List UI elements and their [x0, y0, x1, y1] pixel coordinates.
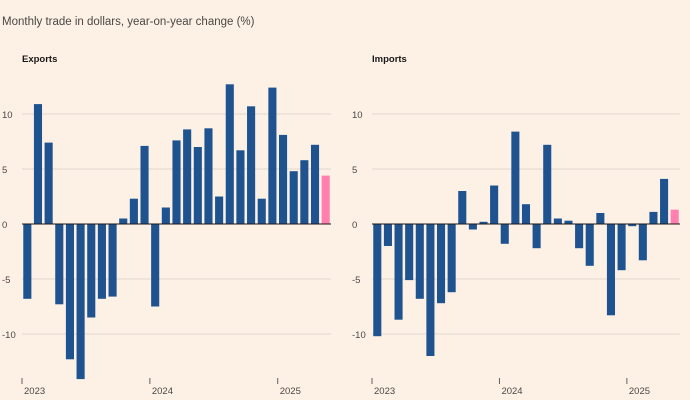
imports-bar-14	[521, 204, 531, 224]
exports-bar-18	[215, 196, 224, 224]
imports-y-tick-label: -10	[352, 330, 366, 341]
exports-bar-24	[279, 134, 288, 224]
exports-bar-27	[310, 144, 320, 224]
imports-bar-15	[532, 224, 541, 249]
exports-bar-3	[55, 224, 64, 305]
exports-x-tick-label: 2023	[24, 386, 45, 397]
imports-y-tick-label: -5	[352, 275, 360, 286]
exports-bar-9	[119, 218, 128, 224]
exports-bar-8	[108, 224, 117, 297]
imports-bar-12	[500, 224, 509, 244]
exports-bar-12	[151, 224, 160, 307]
imports-bar-24	[628, 224, 637, 227]
exports-panel: Exports 10 5 0 -5 -10 2023 2024 2025	[2, 54, 331, 397]
exports-y-tick-label: 0	[2, 220, 7, 231]
imports-y-tick-label: 5	[352, 165, 357, 176]
imports-bar-19	[575, 224, 584, 249]
imports-bar-20	[585, 224, 594, 266]
exports-bar-21	[247, 106, 256, 224]
imports-bar-21	[596, 213, 605, 224]
exports-bar-22	[257, 198, 266, 224]
exports-bar-23	[268, 87, 277, 224]
imports-bar-25	[638, 224, 647, 261]
imports-bar-8	[458, 191, 467, 224]
exports-bar-2	[44, 142, 53, 224]
exports-bar-28	[321, 175, 330, 224]
imports-x-tick-label: 2025	[629, 386, 650, 397]
exports-bar-20	[236, 150, 245, 224]
imports-bar-0	[373, 224, 382, 337]
imports-y-tick-label: 0	[352, 220, 357, 231]
exports-bar-16	[193, 147, 202, 224]
exports-y-tick-label: -5	[2, 275, 10, 286]
exports-bar-10	[129, 198, 138, 224]
exports-x-tick-label: 2024	[152, 386, 173, 397]
exports-bar-11	[140, 145, 149, 224]
exports-bar-17	[204, 128, 213, 224]
exports-bar-1	[33, 104, 43, 224]
imports-bar-9	[468, 224, 477, 230]
imports-bar-22	[606, 224, 615, 316]
imports-bar-23	[617, 224, 626, 271]
imports-bar-28	[670, 209, 679, 224]
imports-bar-18	[564, 220, 573, 224]
exports-bar-0	[23, 224, 32, 299]
imports-bar-10	[479, 221, 488, 224]
exports-x-tick-label: 2025	[280, 386, 301, 397]
imports-y-tick-label: 10	[352, 110, 363, 121]
imports-bar-3	[405, 224, 414, 281]
exports-y-tick-label: -10	[2, 330, 16, 341]
exports-bar-19	[225, 84, 234, 224]
imports-title: Imports	[372, 54, 407, 65]
imports-bar-11	[490, 185, 499, 224]
exports-bar-13	[161, 207, 170, 224]
imports-bar-17	[553, 218, 562, 224]
imports-x-tick-label: 2024	[501, 386, 522, 397]
exports-bar-15	[183, 129, 192, 224]
exports-bar-14	[172, 140, 181, 224]
exports-y-tick-label: 5	[2, 165, 7, 176]
exports-title: Exports	[22, 54, 57, 65]
chart-subtitle: Monthly trade in dollars, year-on-year c…	[2, 16, 255, 28]
imports-bar-4	[415, 224, 424, 299]
exports-y-tick-label: 10	[2, 110, 13, 121]
exports-bar-25	[289, 171, 298, 224]
exports-bar-26	[300, 160, 309, 224]
exports-bar-6	[87, 224, 96, 318]
imports-bar-5	[426, 224, 435, 356]
imports-bar-16	[543, 144, 552, 224]
imports-bar-6	[437, 224, 446, 304]
exports-bar-5	[76, 224, 85, 380]
imports-x-tick-label: 2023	[374, 386, 395, 397]
imports-bar-13	[511, 131, 520, 224]
imports-bar-2	[394, 224, 403, 320]
imports-bar-7	[447, 224, 456, 293]
imports-panel: Imports 10 5 0 -5 -10 2023 2024 2025	[352, 54, 680, 397]
imports-bar-27	[660, 178, 669, 224]
imports-bar-26	[649, 211, 658, 224]
exports-bar-7	[97, 224, 106, 299]
exports-bar-4	[65, 224, 74, 360]
imports-bar-1	[383, 224, 392, 246]
